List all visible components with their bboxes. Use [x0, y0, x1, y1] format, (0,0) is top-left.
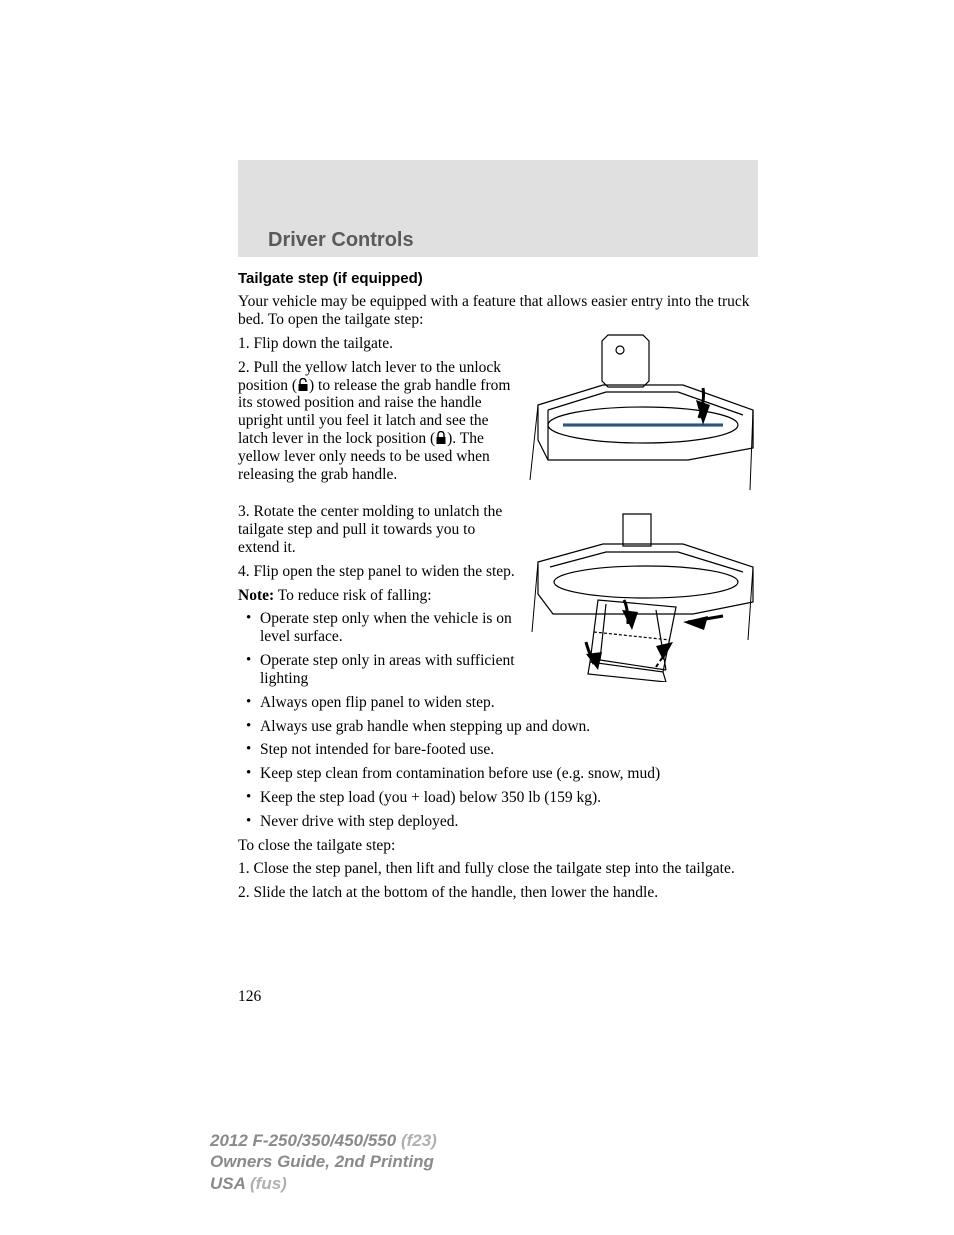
bullet-list-narrow: Operate step only when the vehicle is on…: [238, 610, 518, 687]
list-item: Keep the step load (you + load) below 35…: [238, 789, 758, 807]
list-item: Always open flip panel to widen step.: [238, 694, 758, 712]
close-intro: To close the tailgate step:: [238, 837, 758, 855]
list-item: Keep step clean from contamination befor…: [238, 765, 758, 783]
list-item: Never drive with step deployed.: [238, 813, 758, 831]
close-step-1: 1. Close the step panel, then lift and f…: [238, 860, 758, 878]
figure-tailgate-step: [528, 512, 758, 682]
footer-code-2: (fus): [250, 1174, 287, 1193]
section-header: Driver Controls: [238, 223, 758, 257]
footer-line-1: 2012 F-250/350/450/550 (f23): [210, 1130, 437, 1151]
unlock-icon: [297, 378, 309, 392]
lock-icon: [435, 431, 447, 445]
note-label: Note:: [238, 587, 274, 604]
step-1: 1. Flip down the tailgate.: [238, 335, 518, 353]
list-item: Operate step only when the vehicle is on…: [238, 610, 518, 646]
close-step-2: 2. Slide the latch at the bottom of the …: [238, 884, 758, 902]
list-item: Operate step only in areas with sufficie…: [238, 652, 518, 688]
bullet-list-wide: Always open flip panel to widen step. Al…: [238, 694, 758, 831]
footer-code-1: (f23): [401, 1131, 437, 1150]
footer-model: 2012 F-250/350/450/550: [210, 1131, 401, 1150]
header-gray-block: [238, 160, 758, 223]
list-item: Always use grab handle when stepping up …: [238, 718, 758, 736]
subheading: Tailgate step (if equipped): [238, 270, 758, 287]
list-item: Step not intended for bare-footed use.: [238, 741, 758, 759]
footer: 2012 F-250/350/450/550 (f23) Owners Guid…: [210, 1130, 437, 1194]
section-title: Driver Controls: [268, 229, 414, 252]
step-3: 3. Rotate the center molding to unlatch …: [238, 503, 518, 556]
footer-line-3: USA (fus): [210, 1173, 437, 1194]
note-text: To reduce risk of falling:: [274, 587, 431, 604]
footer-line-2: Owners Guide, 2nd Printing: [210, 1151, 437, 1172]
footer-region: USA: [210, 1174, 250, 1193]
step-2: 2. Pull the yellow latch lever to the un…: [238, 359, 518, 484]
page-number: 126: [238, 988, 261, 1006]
figure-tailgate-handle: [528, 330, 758, 500]
step-4: 4. Flip open the step panel to widen the…: [238, 563, 518, 581]
note-line: Note: To reduce risk of falling:: [238, 587, 518, 605]
intro-paragraph: Your vehicle may be equipped with a feat…: [238, 293, 758, 329]
